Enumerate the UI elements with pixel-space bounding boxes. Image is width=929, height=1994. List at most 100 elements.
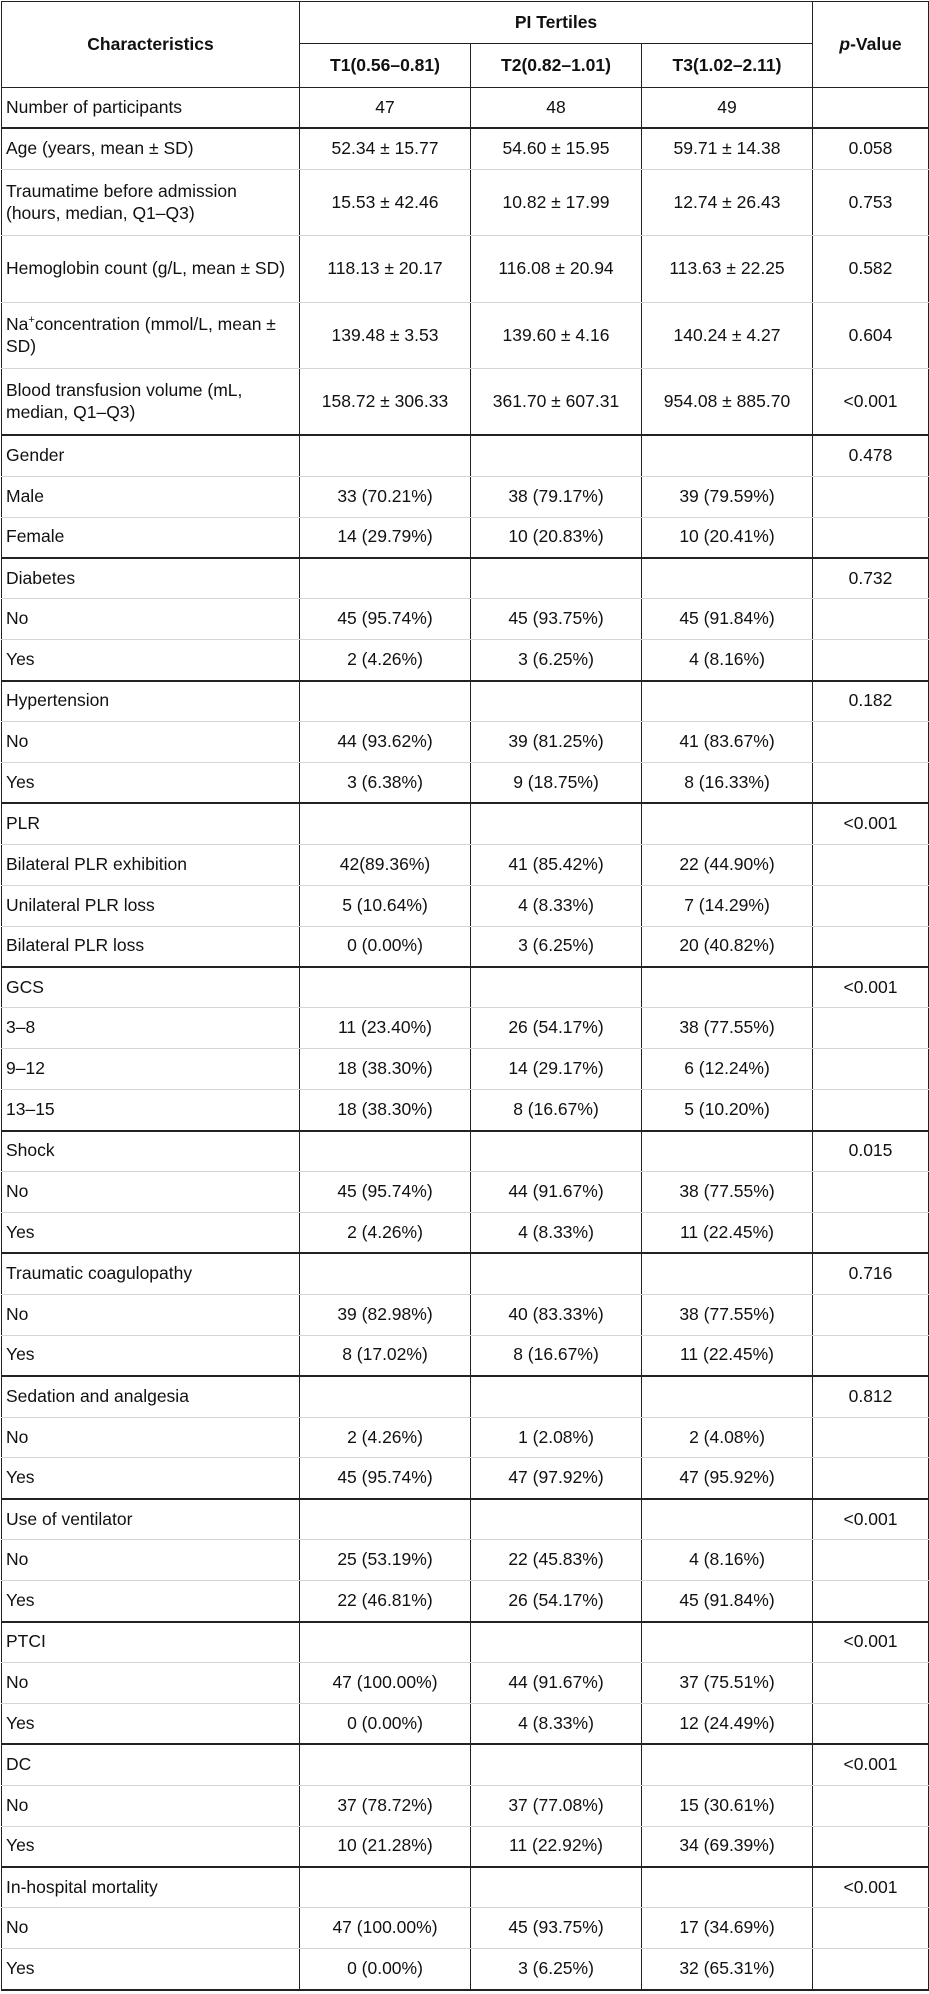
row-label: GCS [1, 966, 300, 1009]
cell-t3: 34 (69.39%) [641, 1825, 813, 1868]
cell-t1: 11 (23.40%) [299, 1007, 471, 1050]
na-sup: + [28, 313, 35, 326]
cell-p-value [812, 884, 929, 927]
row-label: No [1, 1539, 300, 1582]
row-label: Sedation and analgesia [1, 1375, 300, 1418]
cell-t3: 49 [641, 87, 813, 129]
cell-p-value [812, 1171, 929, 1213]
cell-t2: 10 (20.83%) [470, 516, 642, 559]
row-label: Number of participants [1, 87, 300, 129]
cell-t1: 44 (93.62%) [299, 721, 471, 763]
table-row: 13–15 18 (38.30%) 8 (16.67%) 5 (10.20%) [1, 1089, 929, 1132]
row-label: Bilateral PLR exhibition [1, 843, 300, 886]
cell-t3: 11 (22.45%) [641, 1211, 813, 1254]
cell-t1: 52.34 ± 15.77 [299, 127, 471, 170]
table-row: Traumatic coagulopathy 0.716 [1, 1252, 929, 1295]
cell-t1: 22 (46.81%) [299, 1580, 471, 1623]
cell-t3: 37 (75.51%) [641, 1661, 813, 1704]
cell-t3: 39 (79.59%) [641, 475, 813, 518]
row-label: Hemoglobin count (g/L, mean ± SD) [1, 235, 300, 303]
row-label: PLR [1, 802, 300, 845]
cell-t1 [299, 434, 471, 477]
row-label: No [1, 1784, 300, 1827]
cell-t3: 59.71 ± 14.38 [641, 127, 813, 170]
cell-t2: 116.08 ± 20.94 [470, 235, 642, 303]
table-row: Hypertension 0.182 [1, 679, 929, 723]
header-t3: T3(1.02–2.11) [641, 43, 813, 88]
row-label: Bilateral PLR loss [1, 925, 300, 968]
cell-t1 [299, 1743, 471, 1786]
row-label: No [1, 1416, 300, 1459]
row-label: Yes [1, 762, 300, 804]
cell-t3: 10 (20.41%) [641, 516, 813, 559]
cell-t3: 15 (30.61%) [641, 1784, 813, 1827]
cell-t1 [299, 1865, 471, 1909]
cell-t2: 37 (77.08%) [470, 1784, 642, 1827]
cell-p-value: 0.732 [812, 556, 929, 600]
cell-t2 [470, 966, 642, 1009]
p-letter: p [839, 33, 851, 54]
cell-t1: 25 (53.19%) [299, 1539, 471, 1582]
cell-p-value [812, 639, 929, 682]
cell-t2: 48 [470, 87, 642, 129]
cell-t3: 954.08 ± 885.70 [641, 368, 813, 436]
cell-t2: 3 (6.25%) [470, 925, 642, 968]
cell-t1: 10 (21.28%) [299, 1825, 471, 1868]
table-row: Yes 22 (46.81%) 26 (54.17%) 45 (91.84%) [1, 1580, 929, 1623]
cell-t3: 38 (77.55%) [641, 1171, 813, 1213]
cell-p-value [812, 1784, 929, 1827]
row-label: Yes [1, 1457, 300, 1500]
cell-t3 [641, 1252, 813, 1295]
cell-t2 [470, 679, 642, 723]
cell-t3: 41 (83.67%) [641, 721, 813, 763]
cell-t1 [299, 966, 471, 1009]
cell-t2: 39 (81.25%) [470, 721, 642, 763]
cell-t1: 18 (38.30%) [299, 1048, 471, 1091]
row-label: Traumatic coagulopathy [1, 1252, 300, 1295]
cell-t1: 0 (0.00%) [299, 925, 471, 968]
cell-p-value [812, 1457, 929, 1500]
row-label: 9–12 [1, 1048, 300, 1091]
cell-p-value [812, 598, 929, 641]
cell-t1 [299, 679, 471, 723]
cell-t2: 11 (22.92%) [470, 1825, 642, 1868]
cell-t1: 158.72 ± 306.33 [299, 368, 471, 436]
table-row: Yes 10 (21.28%) 11 (22.92%) 34 (69.39%) [1, 1825, 929, 1868]
cell-t3: 45 (91.84%) [641, 598, 813, 641]
table-row: No 47 (100.00%) 45 (93.75%) 17 (34.69%) [1, 1907, 929, 1950]
cell-p-value [812, 1702, 929, 1745]
cell-t3: 140.24 ± 4.27 [641, 301, 813, 370]
cell-t1: 39 (82.98%) [299, 1293, 471, 1336]
table-row: Yes 0 (0.00%) 4 (8.33%) 12 (24.49%) [1, 1702, 929, 1745]
row-label: Age (years, mean ± SD) [1, 127, 300, 170]
table-row: No 44 (93.62%) 39 (81.25%) 41 (83.67%) [1, 721, 929, 763]
cell-t2 [470, 1375, 642, 1418]
cell-t1: 45 (95.74%) [299, 1457, 471, 1500]
na-post: concentration (mmol/L, mean ± SD) [6, 313, 276, 356]
cell-t2: 139.60 ± 4.16 [470, 301, 642, 370]
cell-p-value [812, 1825, 929, 1868]
table-row: No 45 (95.74%) 44 (91.67%) 38 (77.55%) [1, 1171, 929, 1213]
cell-t2 [470, 434, 642, 477]
cell-t1 [299, 556, 471, 600]
cell-t3 [641, 1497, 813, 1541]
cell-t1: 3 (6.38%) [299, 762, 471, 804]
cell-t1: 45 (95.74%) [299, 598, 471, 641]
cell-t3 [641, 434, 813, 477]
cell-p-value: <0.001 [812, 802, 929, 845]
cell-t3: 12 (24.49%) [641, 1702, 813, 1745]
cell-t1: 47 [299, 87, 471, 129]
cell-t3: 38 (77.55%) [641, 1293, 813, 1336]
header-p-value: p-Value [812, 1, 929, 88]
cell-t3 [641, 1620, 813, 1663]
cell-p-value [812, 87, 929, 129]
row-label: Traumatime before admission (hours, medi… [1, 168, 300, 237]
cell-p-value [812, 1539, 929, 1582]
cell-t2 [470, 1743, 642, 1786]
cell-t3: 113.63 ± 22.25 [641, 235, 813, 303]
header-characteristics: Characteristics [1, 1, 300, 88]
table-row: Bilateral PLR loss 0 (0.00%) 3 (6.25%) 20 (… [1, 925, 929, 968]
table-row: Blood transfusion volume (mL, median, Q1… [1, 368, 929, 436]
row-label: Shock [1, 1129, 300, 1173]
